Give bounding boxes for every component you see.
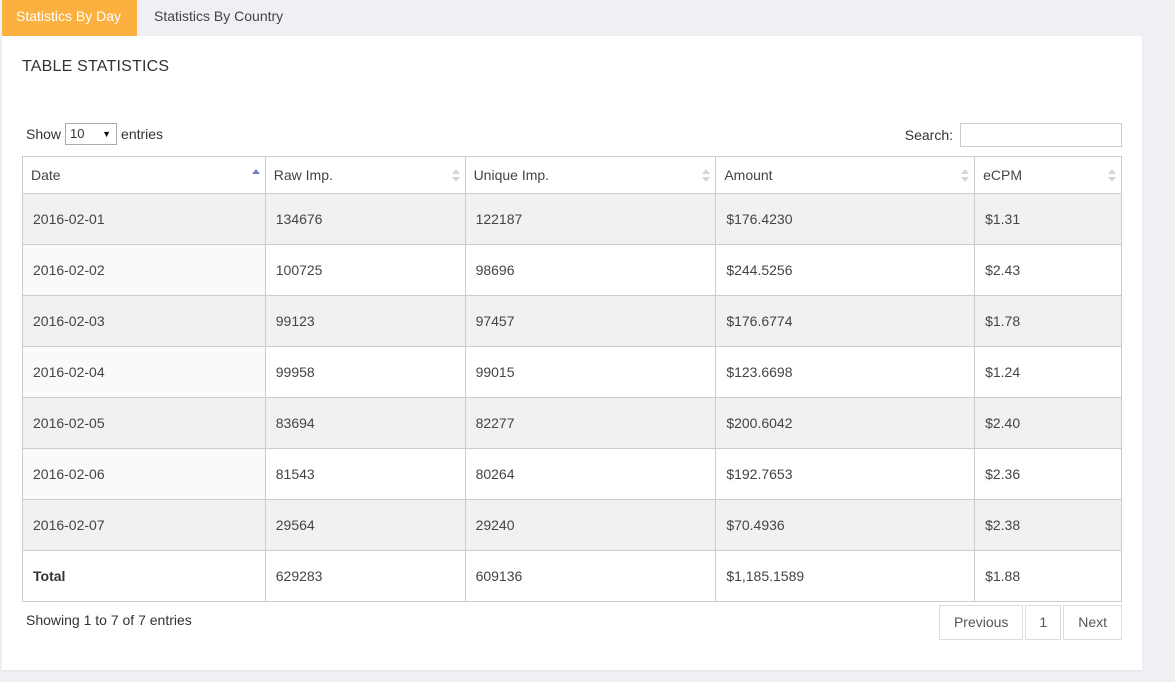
- cell-total-label: Total: [22, 550, 266, 602]
- entries-select-value: 10: [70, 126, 85, 141]
- sort-both-icon: [702, 168, 711, 184]
- pagination: Previous 1 Next: [937, 605, 1122, 640]
- cell-raw-imp: 83694: [264, 397, 466, 449]
- cell-unique-imp: 122187: [464, 193, 717, 245]
- cell-raw-imp: 99123: [264, 295, 466, 347]
- previous-page-button[interactable]: Previous: [938, 605, 1024, 640]
- table-row: 2016-02-07 29564 29240 $70.4936 $2.38: [22, 499, 1122, 551]
- cell-amount: $244.5256: [715, 244, 976, 296]
- column-header-label: Unique Imp.: [473, 167, 550, 183]
- table-row: 2016-02-03 99123 97457 $176.6774 $1.78: [22, 295, 1122, 347]
- sort-ascending-icon: [251, 168, 260, 184]
- page-1-button[interactable]: 1: [1025, 605, 1062, 640]
- cell-unique-imp: 80264: [464, 448, 717, 500]
- cell-amount: $70.4936: [715, 499, 976, 551]
- cell-amount: $123.6698: [715, 346, 976, 398]
- column-header-label: Amount: [724, 167, 773, 183]
- cell-date: 2016-02-07: [22, 499, 266, 551]
- tab-statistics-by-country[interactable]: Statistics By Country: [154, 8, 284, 24]
- table-info: Showing 1 to 7 of 7 entries: [26, 612, 192, 628]
- search-input[interactable]: [960, 123, 1122, 147]
- cell-raw-imp: 134676: [264, 193, 466, 245]
- cell-raw-imp: 29564: [264, 499, 466, 551]
- show-label: Show: [26, 126, 62, 142]
- statistics-panel: TABLE STATISTICS Show 10 ▼ entries Searc…: [2, 36, 1142, 670]
- sort-both-icon: [451, 168, 460, 184]
- cell-ecpm: $2.43: [974, 244, 1122, 296]
- statistics-table: Date Raw Imp. Unique Imp. Amount eCPM: [22, 156, 1122, 602]
- column-header-ecpm[interactable]: eCPM: [974, 156, 1122, 194]
- cell-raw-imp: 100725: [264, 244, 466, 296]
- next-page-button[interactable]: Next: [1063, 605, 1122, 640]
- cell-ecpm: $1.78: [974, 295, 1122, 347]
- cell-unique-imp: 82277: [464, 397, 717, 449]
- cell-date: 2016-02-06: [22, 448, 266, 500]
- column-header-label: Raw Imp.: [273, 167, 333, 183]
- cell-amount: $192.7653: [715, 448, 976, 500]
- cell-amount: $176.6774: [715, 295, 976, 347]
- cell-total-unique-imp: 609136: [464, 550, 717, 602]
- column-header-amount[interactable]: Amount: [715, 156, 976, 194]
- cell-ecpm: $2.38: [974, 499, 1122, 551]
- entries-select[interactable]: 10 ▼: [65, 123, 118, 145]
- column-header-unique-imp[interactable]: Unique Imp.: [464, 156, 717, 194]
- cell-raw-imp: 99958: [264, 346, 466, 398]
- column-header-label: Date: [31, 167, 61, 183]
- cell-date: 2016-02-03: [22, 295, 266, 347]
- sort-both-icon: [961, 168, 970, 184]
- cell-unique-imp: 98696: [464, 244, 717, 296]
- cell-date: 2016-02-05: [22, 397, 266, 449]
- sort-both-icon: [1108, 168, 1116, 184]
- table-row: 2016-02-01 134676 122187 $176.4230 $1.31: [22, 193, 1122, 245]
- tab-statistics-by-day[interactable]: Statistics By Day: [2, 0, 137, 36]
- cell-ecpm: $1.24: [974, 346, 1122, 398]
- cell-raw-imp: 81543: [264, 448, 466, 500]
- column-header-label: eCPM: [983, 167, 1022, 183]
- table-row: 2016-02-05 83694 82277 $200.6042 $2.40: [22, 397, 1122, 449]
- cell-amount: $176.4230: [715, 193, 976, 245]
- search-control: Search:: [905, 123, 1122, 147]
- tab-bar: Statistics By Day Statistics By Country: [2, 0, 298, 36]
- cell-date: 2016-02-01: [22, 193, 266, 245]
- cell-date: 2016-02-02: [22, 244, 266, 296]
- table-total-row: Total 629283 609136 $1,185.1589 $1.88: [22, 550, 1122, 602]
- table-row: 2016-02-02 100725 98696 $244.5256 $2.43: [22, 244, 1122, 296]
- panel-title: TABLE STATISTICS: [22, 58, 170, 75]
- cell-ecpm: $1.31: [974, 193, 1122, 245]
- entries-length-control: Show 10 ▼ entries: [26, 123, 163, 145]
- cell-total-ecpm: $1.88: [974, 550, 1122, 602]
- cell-ecpm: $2.40: [974, 397, 1122, 449]
- table-header-row: Date Raw Imp. Unique Imp. Amount eCPM: [22, 156, 1122, 194]
- search-label: Search:: [904, 127, 953, 143]
- cell-amount: $200.6042: [715, 397, 976, 449]
- column-header-date[interactable]: Date: [22, 156, 266, 194]
- entries-label: entries: [121, 126, 164, 142]
- cell-ecpm: $2.36: [974, 448, 1122, 500]
- cell-unique-imp: 97457: [464, 295, 717, 347]
- cell-total-raw-imp: 629283: [264, 550, 466, 602]
- cell-unique-imp: 99015: [464, 346, 717, 398]
- cell-date: 2016-02-04: [22, 346, 266, 398]
- table-row: 2016-02-06 81543 80264 $192.7653 $2.36: [22, 448, 1122, 500]
- caret-down-icon: ▼: [102, 129, 112, 139]
- table-row: 2016-02-04 99958 99015 $123.6698 $1.24: [22, 346, 1122, 398]
- cell-total-amount: $1,185.1589: [715, 550, 976, 602]
- cell-unique-imp: 29240: [464, 499, 717, 551]
- column-header-raw-imp[interactable]: Raw Imp.: [264, 156, 466, 194]
